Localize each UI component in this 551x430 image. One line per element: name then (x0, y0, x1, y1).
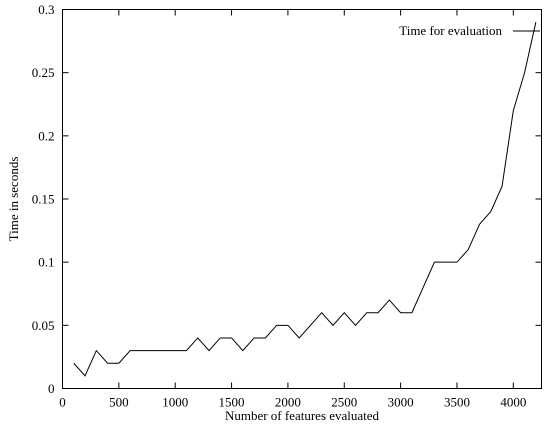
x-tick-label: 1000 (162, 395, 188, 410)
series-layer (74, 22, 536, 376)
y-axis-label: Time in seconds (6, 157, 21, 242)
y-tick-label: 0.25 (32, 65, 55, 80)
legend: Time for evaluation (399, 23, 540, 38)
x-tick-label: 500 (109, 395, 129, 410)
x-tick-label: 3000 (388, 395, 414, 410)
plot-frame (63, 10, 542, 389)
series-line (74, 22, 536, 376)
x-tick-label: 3500 (444, 395, 470, 410)
y-tick-label: 0.15 (32, 192, 55, 207)
x-tick-label: 0 (59, 395, 66, 410)
y-tick-label: 0.2 (38, 128, 54, 143)
legend-label: Time for evaluation (399, 23, 502, 38)
axis-ticks (63, 10, 542, 389)
tick-labels: 0 500 1000 1500 2000 2500 3000 3500 400000.050.1… (32, 2, 527, 410)
x-tick-label: 4000 (500, 395, 526, 410)
y-tick-label: 0 (48, 381, 55, 396)
y-tick-label: 0.3 (38, 2, 54, 17)
y-tick-label: 0.05 (32, 318, 55, 333)
y-tick-label: 0.1 (38, 255, 54, 270)
x-axis-label: Number of features evaluated (225, 408, 380, 423)
